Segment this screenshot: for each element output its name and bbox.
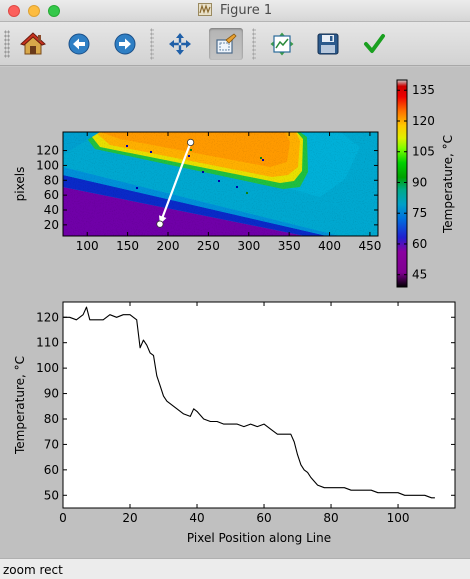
line-xtick-label: 0 [59,511,67,525]
maximize-window-button[interactable] [48,5,60,17]
line-plot-xlabel: Pixel Position along Line [187,531,331,545]
line-ytick-label: 100 [36,361,59,375]
line-ytick-label: 120 [36,310,59,324]
minimize-window-button[interactable] [28,5,40,17]
temperature-profile-line [63,306,435,499]
status-bar: zoom rect [0,558,470,579]
line-ytick-label: 50 [44,488,59,502]
save-button[interactable] [311,28,345,60]
line-plot-ylabel: Temperature, °C [13,356,27,455]
line-xtick-label: 80 [323,511,338,525]
line-xtick-label: 60 [256,511,271,525]
heatmap-xtick-label: 200 [157,239,180,253]
colorbar-tick-label: 90 [412,175,427,189]
heatmap-xtick-label: 250 [197,239,220,253]
heatmap-xtick-label: 100 [76,239,99,253]
profile-line-segment[interactable] [158,142,192,225]
colorbar-axis: 45 60 75 90 105 120 135 [397,83,435,282]
zoom-rect-button[interactable] [209,28,243,60]
toolbar-grip[interactable] [4,30,10,58]
heatmap-xtick-label: 400 [318,239,341,253]
close-window-button[interactable] [8,5,20,17]
toolbar-separator [150,28,154,60]
heatmap-xtick-label: 300 [237,239,260,253]
checkmark-icon [364,34,385,53]
colorbar-tick-label: 120 [412,114,435,128]
zoom-rect-icon [216,33,237,54]
figure-canvas[interactable]: 100 150 200 250 300 350 400 450 20 40 60 80 100 120 p… [0,67,470,558]
toolbar [0,22,470,66]
back-button[interactable] [62,28,96,60]
line-xtick-label: 100 [387,511,410,525]
edit-parameters-button[interactable] [357,28,391,60]
heatmap-frame [62,131,379,237]
line-ytick-label: 60 [44,463,59,477]
heatmap-ytick-label: 60 [44,188,59,202]
profile-end-handle[interactable] [156,220,164,228]
heatmap-ytick-label: 120 [36,144,59,158]
colorbar-tick-label: 135 [412,83,435,97]
line-xtick-label: 20 [122,511,137,525]
profile-start-handle[interactable] [187,138,195,147]
save-icon [317,33,339,55]
matplotlib-icon [197,3,212,16]
heatmap-xtick-label: 150 [116,239,139,253]
thermal-image [63,132,378,236]
colorbar-tick-label: 45 [412,268,427,282]
line-ytick-label: 80 [44,412,59,426]
back-arrow-icon [68,33,90,55]
window-title: Figure 1 [220,3,273,18]
heatmap-ytick-label: 20 [44,218,59,232]
line-ytick-label: 70 [44,437,59,451]
window-title-wrap: Figure 1 [0,3,470,18]
heatmap-xtick-label: 450 [358,239,381,253]
subplots-icon [270,32,294,56]
home-icon [20,32,46,55]
forward-button[interactable] [108,28,142,60]
title-bar: Figure 1 [0,0,470,22]
heatmap-ytick-label: 40 [44,203,59,217]
line-ytick-label: 110 [36,336,59,350]
colorbar [396,79,408,288]
colorbar-label: Temperature, °C [441,135,455,234]
pan-icon [169,33,191,55]
heatmap-ytick-label: 100 [36,158,59,172]
heatmap-xtick-label: 350 [278,239,301,253]
line-xtick-label: 40 [189,511,204,525]
colorbar-tick-label: 60 [412,237,427,251]
status-text: zoom rect [3,563,63,577]
colorbar-tick-label: 105 [412,145,435,159]
profile-line[interactable] [156,138,195,228]
forward-arrow-icon [114,33,136,55]
heatmap-ylabel: pixels [13,167,27,202]
home-button[interactable] [16,28,50,60]
line-plot-area [62,301,456,509]
heatmap-ytick-label: 80 [44,173,59,187]
pan-button[interactable] [163,28,197,60]
subplots-button[interactable] [265,28,299,60]
line-plot: 0 20 40 60 80 100 50 60 70 80 90 100 110 120 [36,302,455,525]
colorbar-tick-label: 75 [412,206,427,220]
toolbar-separator [252,28,256,60]
line-ytick-label: 90 [44,387,59,401]
